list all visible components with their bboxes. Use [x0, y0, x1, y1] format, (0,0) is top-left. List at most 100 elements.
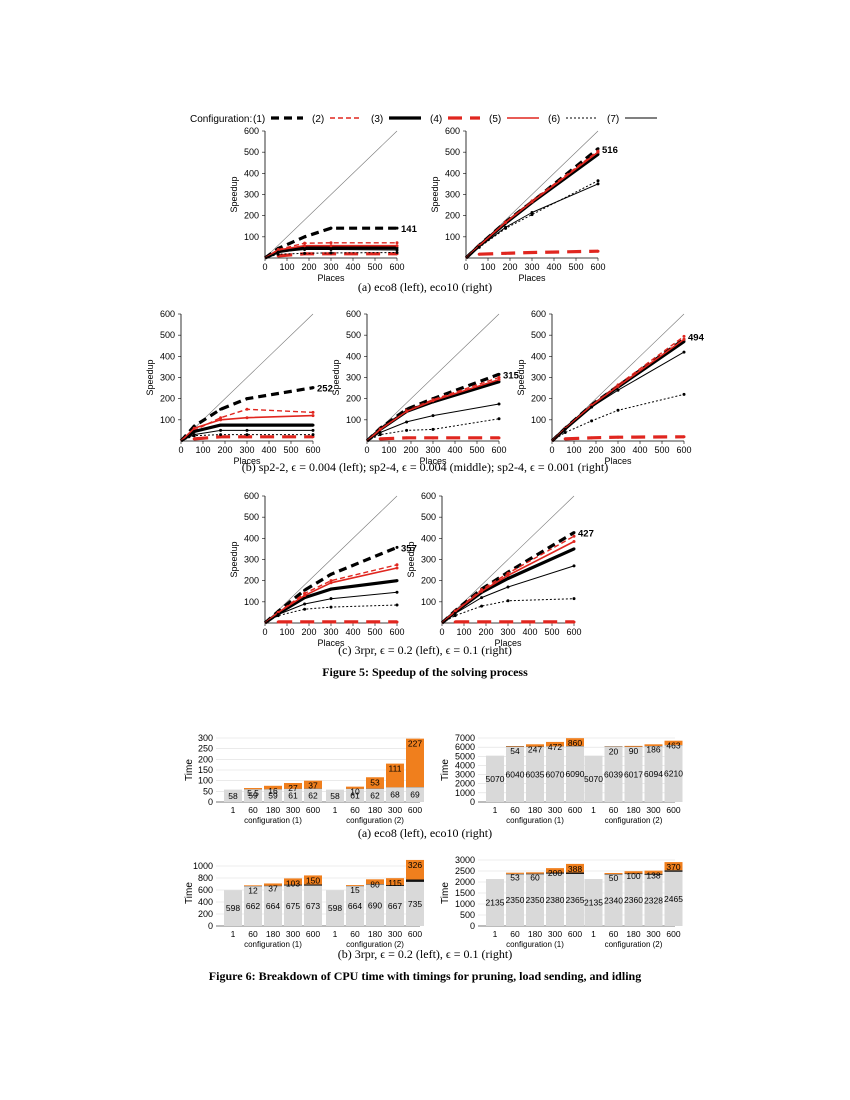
bar-base-label: 6070	[546, 769, 565, 779]
peak-annotation: 516	[602, 145, 618, 156]
bar-base	[546, 873, 564, 926]
bar-base	[366, 788, 384, 802]
x-tick-label: 400	[447, 445, 462, 455]
legend-label: (5)	[489, 114, 501, 125]
data-point	[219, 423, 223, 427]
y-tick-label: 600	[531, 309, 546, 319]
bar-top-label: 860	[568, 738, 582, 748]
data-point	[477, 245, 481, 249]
data-point	[405, 428, 409, 432]
peak-annotation: 427	[578, 529, 594, 540]
x-tick-label: 300	[323, 627, 338, 637]
data-point	[303, 593, 307, 597]
data-point	[329, 620, 333, 624]
x-tick-label: 300	[548, 805, 562, 815]
data-point	[506, 577, 510, 581]
bar-base-label: 2360	[624, 895, 643, 905]
bar-base-label: 6035	[526, 769, 545, 779]
bar-overhead	[506, 872, 524, 874]
bar-overhead	[366, 879, 384, 885]
y-tick-label: 600	[198, 885, 213, 895]
y-tick-label: 600	[244, 126, 259, 136]
data-point	[506, 573, 510, 577]
data-point	[480, 620, 484, 624]
bar-base-label: 6040	[506, 769, 525, 779]
data-point	[431, 399, 435, 403]
y-tick-label: 600	[445, 126, 460, 136]
y-tick-label: 500	[244, 512, 259, 522]
data-point	[219, 407, 223, 411]
x-tick-label: 180	[266, 929, 280, 939]
bar-base	[326, 789, 344, 802]
group-label: configuration (2)	[346, 816, 404, 825]
series-line-config-4	[380, 436, 499, 441]
captions: (a) eco8 (left), eco10 (right) (b) sp2-2…	[209, 280, 641, 983]
x-tick-label: 300	[286, 805, 300, 815]
data-point	[563, 427, 567, 431]
x-tick-label: 600	[389, 627, 404, 637]
bar-base	[224, 890, 242, 926]
data-point	[480, 596, 484, 600]
y-axis-label: Time	[184, 882, 195, 904]
y-tick-label: 0	[470, 797, 475, 807]
data-point	[219, 433, 223, 437]
x-tick-label: 1	[231, 805, 236, 815]
y-tick-label: 500	[244, 147, 259, 157]
y-axis-label: Time	[184, 759, 195, 781]
data-point	[682, 350, 686, 354]
bar-overhead	[366, 777, 384, 789]
data-point	[395, 566, 399, 570]
speedup-chart: 0 100 200 300 400 500 600 100 200 300 400 500 600 Pla…	[229, 126, 418, 283]
data-point	[245, 435, 249, 439]
y-tick-label: 1000	[455, 788, 475, 798]
bar-top-label: 60	[530, 872, 540, 882]
y-tick-label: 4000	[455, 760, 475, 770]
group-label: configuration (1)	[244, 816, 302, 825]
y-tick-label: 400	[421, 533, 436, 543]
bar-idle	[284, 884, 302, 886]
bar-top-label: 16	[268, 786, 278, 796]
data-point	[192, 433, 196, 437]
legend-label: (1)	[253, 114, 265, 125]
y-tick-label: 200	[244, 211, 259, 221]
y-tick-label: 400	[244, 168, 259, 178]
series-line-config-6	[551, 393, 685, 442]
y-tick-label: 0	[208, 921, 213, 931]
data-point	[530, 210, 534, 214]
data-point	[453, 611, 457, 615]
bar-base	[644, 746, 663, 802]
x-tick-label: 300	[646, 929, 660, 939]
data-point	[682, 337, 686, 341]
speedup-chart: 0 100 200 300 400 500 600 100 200 300 400 500 600 Pla…	[331, 309, 520, 466]
data-point	[311, 433, 315, 437]
data-point	[245, 423, 249, 427]
y-tick-label: 200	[160, 394, 175, 404]
series-line-config-7	[551, 351, 685, 442]
bar-top-label: 20	[609, 746, 619, 756]
bar-base-label: 6094	[644, 769, 663, 779]
data-point	[378, 427, 382, 431]
data-point	[192, 429, 196, 433]
y-tick-label: 400	[244, 533, 259, 543]
bar-top-label: 227	[408, 739, 422, 749]
bar-idle	[406, 879, 424, 882]
bar-base-label: 62	[370, 790, 380, 800]
bar-base-label: 673	[306, 901, 320, 911]
x-tick-label: 60	[510, 805, 520, 815]
x-tick-label: 60	[609, 805, 619, 815]
legend-label: (6)	[548, 114, 560, 125]
series-line-config-4	[194, 435, 313, 441]
bar-base	[486, 755, 504, 802]
data-point	[530, 213, 534, 217]
ideal-line	[264, 130, 398, 259]
bar-top-label: 90	[629, 746, 639, 756]
data-point	[329, 605, 333, 609]
x-axis-label: Places	[317, 273, 345, 283]
y-tick-label: 200	[346, 394, 361, 404]
y-tick-label: 300	[244, 190, 259, 200]
y-axis-label: Speedup	[430, 176, 440, 212]
x-tick-label: 500	[367, 627, 382, 637]
data-point	[596, 179, 600, 183]
data-point	[453, 620, 457, 624]
y-tick-label: 50	[203, 786, 213, 796]
